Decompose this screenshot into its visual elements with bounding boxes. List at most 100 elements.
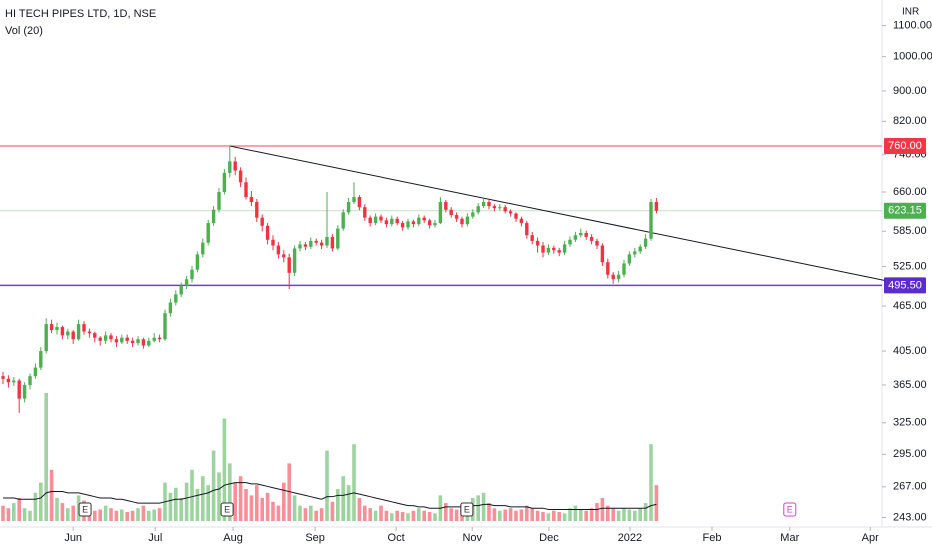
candle-body xyxy=(519,218,524,224)
volume-bar xyxy=(627,509,632,521)
volume-bar xyxy=(406,513,410,521)
candle-body xyxy=(471,212,475,217)
candle-body xyxy=(22,384,27,399)
volume-bar xyxy=(152,509,156,521)
volume-bar xyxy=(568,508,572,521)
x-tick-label: Mar xyxy=(780,532,799,544)
volume-bar xyxy=(276,505,281,521)
volume-bar xyxy=(93,510,97,521)
candle-body xyxy=(611,274,615,280)
volume-bar xyxy=(557,512,561,521)
x-tick-label: Jul xyxy=(148,532,162,544)
candle-body xyxy=(211,209,216,224)
candle-body xyxy=(649,202,653,239)
candle-body xyxy=(589,236,594,241)
volume-bar xyxy=(492,508,497,521)
candle-body xyxy=(71,331,75,340)
volume-bar xyxy=(417,508,421,521)
candle-body xyxy=(217,192,221,210)
candle-body xyxy=(535,240,540,246)
volume-bar xyxy=(66,508,70,521)
candle-body xyxy=(276,245,281,255)
volume-bar xyxy=(530,508,534,521)
volume-bar xyxy=(174,487,178,521)
candle-body xyxy=(568,239,572,245)
candle-body xyxy=(260,217,264,226)
candle-body xyxy=(411,221,416,225)
candle-body xyxy=(179,285,183,295)
candle-body xyxy=(487,202,491,207)
volume-bar xyxy=(654,485,659,521)
volume-bar xyxy=(6,508,11,521)
y-tick-label: 1000.00 xyxy=(893,51,932,63)
candle-body xyxy=(249,196,254,203)
y-tick-label: 365.00 xyxy=(893,379,927,391)
candle-body xyxy=(427,220,432,226)
price-label-box xyxy=(884,138,926,155)
candle-body xyxy=(60,327,65,336)
volume-bar xyxy=(309,505,313,521)
candle-body xyxy=(438,202,443,224)
candle-body xyxy=(49,324,54,331)
volume-bar xyxy=(292,495,297,521)
volume-bar xyxy=(49,469,54,521)
volume-bar xyxy=(643,503,648,521)
volume-bar xyxy=(233,482,237,521)
volume-bar xyxy=(22,508,27,521)
y-tick-label: 465.00 xyxy=(893,300,927,312)
candle-body xyxy=(303,244,308,247)
candle-body xyxy=(465,216,470,225)
candle-body xyxy=(114,339,119,343)
x-tick-label: Sep xyxy=(305,532,325,544)
volume-bar xyxy=(130,510,135,521)
volume-bar xyxy=(476,495,480,521)
price-label: 623.15 xyxy=(888,205,922,217)
volume-bar xyxy=(422,510,426,521)
chart-title: HI TECH PIPES LTD, 1D, NSE xyxy=(5,8,156,20)
volume-bar xyxy=(525,505,529,521)
volume-bar xyxy=(373,510,378,521)
volume-bar xyxy=(314,510,318,521)
volume-bar xyxy=(481,492,486,521)
event-marker xyxy=(460,502,474,517)
volume-bar xyxy=(573,505,578,521)
candle-body xyxy=(66,331,70,336)
candle-body xyxy=(390,218,394,225)
volume-bar xyxy=(17,497,21,521)
candle-body xyxy=(82,324,86,332)
event-marker xyxy=(78,502,92,517)
candle-body xyxy=(1,376,5,379)
y-tick-label: 585.00 xyxy=(893,225,927,237)
candle-body xyxy=(595,240,599,246)
volume-bar xyxy=(649,444,653,521)
candle-body xyxy=(282,254,286,258)
candle-body xyxy=(325,236,329,246)
candle-body xyxy=(373,216,378,224)
volume-bar xyxy=(433,513,437,521)
candle-body xyxy=(17,380,21,399)
candle-body xyxy=(400,223,405,228)
y-tick-label: 267.00 xyxy=(893,481,927,493)
volume-bar xyxy=(109,508,113,521)
volume-bar xyxy=(319,508,324,521)
volume-bar xyxy=(584,510,588,521)
candle-body xyxy=(103,335,108,341)
candle-body xyxy=(125,337,129,341)
candle-body xyxy=(346,202,351,213)
volume-bar xyxy=(157,508,162,521)
x-tick-label: Aug xyxy=(223,532,243,544)
volume-bar xyxy=(503,509,507,521)
candle-body xyxy=(120,337,124,343)
candle-body xyxy=(514,213,518,219)
volume-bar xyxy=(211,450,216,521)
candle-body xyxy=(157,337,162,340)
volume-bar xyxy=(114,510,119,521)
volume-bar xyxy=(346,485,351,521)
volume-bar xyxy=(168,492,173,521)
candle-body xyxy=(341,212,345,229)
candle-body xyxy=(600,245,605,263)
volume-bar xyxy=(611,508,615,521)
volume-bar xyxy=(287,463,291,521)
candle-body xyxy=(557,250,561,253)
